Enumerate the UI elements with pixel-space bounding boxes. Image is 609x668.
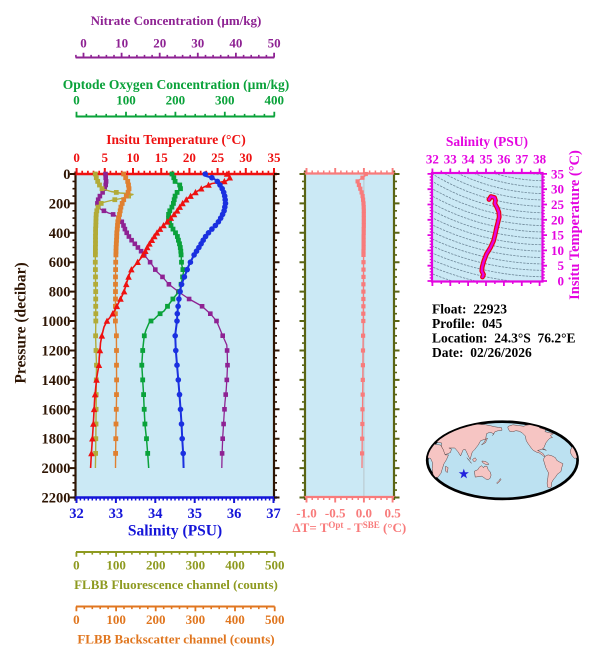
svg-text:400: 400	[225, 612, 245, 627]
svg-text:20: 20	[551, 212, 564, 227]
svg-text:33: 33	[444, 152, 458, 167]
svg-text:100: 100	[106, 558, 126, 573]
svg-text:400: 400	[225, 558, 245, 573]
svg-text:200: 200	[146, 612, 166, 627]
svg-text:Salinity (PSU): Salinity (PSU)	[128, 523, 222, 540]
svg-text:Nitrate Concentration (µm/kg): Nitrate Concentration (µm/kg)	[91, 13, 262, 28]
svg-text:0.0: 0.0	[356, 506, 372, 521]
svg-text:Profile: 045: Profile: 045	[432, 316, 502, 331]
svg-text:36: 36	[497, 152, 511, 167]
svg-text:5: 5	[102, 150, 109, 165]
svg-text:36: 36	[227, 506, 242, 522]
svg-text:32: 32	[69, 506, 84, 522]
svg-text:Float: 22923: Float: 22923	[432, 302, 507, 317]
svg-text:0: 0	[73, 150, 80, 165]
svg-text:10: 10	[127, 150, 140, 165]
svg-text:-1.0: -1.0	[296, 506, 317, 521]
svg-text:800: 800	[49, 285, 71, 301]
svg-text:1800: 1800	[42, 432, 71, 448]
svg-text:20: 20	[183, 150, 196, 165]
svg-text:FLBB Fluorescence channel (cou: FLBB Fluorescence channel (counts)	[74, 577, 278, 592]
svg-text:10: 10	[115, 36, 128, 51]
svg-text:50: 50	[268, 36, 281, 51]
svg-text:-0.5: -0.5	[325, 506, 346, 521]
svg-text:0: 0	[558, 274, 565, 289]
svg-text:37: 37	[515, 152, 529, 167]
svg-text:200: 200	[146, 558, 166, 573]
svg-text:100: 100	[106, 612, 126, 627]
svg-text:Pressure (decibar): Pressure (decibar)	[13, 262, 30, 383]
svg-text:40: 40	[229, 36, 242, 51]
svg-text:34: 34	[462, 152, 476, 167]
svg-text:0: 0	[80, 36, 87, 51]
svg-text:25: 25	[551, 197, 565, 212]
svg-text:30: 30	[191, 36, 204, 51]
svg-text:500: 500	[265, 612, 285, 627]
svg-text:Date: 02/26/2026: Date: 02/26/2026	[432, 345, 532, 360]
svg-text:400: 400	[265, 93, 285, 108]
svg-text:0.5: 0.5	[384, 506, 401, 521]
svg-text:300: 300	[186, 612, 206, 627]
svg-text:35: 35	[480, 152, 494, 167]
svg-text:1400: 1400	[42, 373, 71, 389]
svg-text:200: 200	[166, 93, 186, 108]
svg-text:15: 15	[551, 228, 565, 243]
svg-text:1000: 1000	[42, 314, 71, 330]
svg-text:30: 30	[551, 182, 564, 197]
svg-text:10: 10	[551, 243, 564, 258]
svg-text:5: 5	[558, 258, 565, 273]
svg-text:2200: 2200	[42, 491, 71, 507]
svg-text:400: 400	[49, 226, 71, 242]
svg-text:15: 15	[155, 150, 169, 165]
svg-text:25: 25	[211, 150, 225, 165]
svg-text:1200: 1200	[42, 344, 71, 360]
svg-text:30: 30	[239, 150, 252, 165]
svg-text:Optode Oxygen Concentration (µ: Optode Oxygen Concentration (µm/kg)	[63, 77, 289, 92]
svg-text:2000: 2000	[42, 461, 71, 477]
svg-text:200: 200	[49, 196, 71, 212]
svg-text:Insitu Temperature (°C): Insitu Temperature (°C)	[567, 150, 583, 300]
svg-text:0: 0	[73, 612, 80, 627]
svg-text:32: 32	[426, 152, 439, 167]
svg-text:FLBB Backscatter channel (coun: FLBB Backscatter channel (counts)	[77, 632, 274, 647]
svg-text:34: 34	[148, 506, 163, 522]
svg-text:0: 0	[73, 93, 80, 108]
svg-text:35: 35	[268, 150, 282, 165]
svg-text:33: 33	[109, 506, 124, 522]
svg-text:300: 300	[215, 93, 235, 108]
svg-text:100: 100	[116, 93, 136, 108]
svg-text:300: 300	[186, 558, 206, 573]
svg-text:Salinity (PSU): Salinity (PSU)	[446, 134, 528, 149]
svg-text:1600: 1600	[42, 402, 71, 418]
svg-text:35: 35	[187, 506, 202, 522]
svg-text:ΔT= TOpt - TSBE (°C): ΔT= TOpt - TSBE (°C)	[293, 520, 407, 535]
svg-text:Location: 24.3°S 76.2°E: Location: 24.3°S 76.2°E	[432, 331, 576, 346]
svg-text:35: 35	[551, 166, 565, 181]
svg-text:Insitu Temperature (°C): Insitu Temperature (°C)	[106, 132, 245, 147]
svg-text:20: 20	[153, 36, 166, 51]
svg-text:600: 600	[49, 255, 71, 271]
svg-text:37: 37	[266, 506, 281, 522]
svg-text:0: 0	[73, 558, 80, 573]
svg-text:500: 500	[265, 558, 285, 573]
svg-text:38: 38	[533, 152, 547, 167]
svg-text:0: 0	[63, 167, 70, 183]
